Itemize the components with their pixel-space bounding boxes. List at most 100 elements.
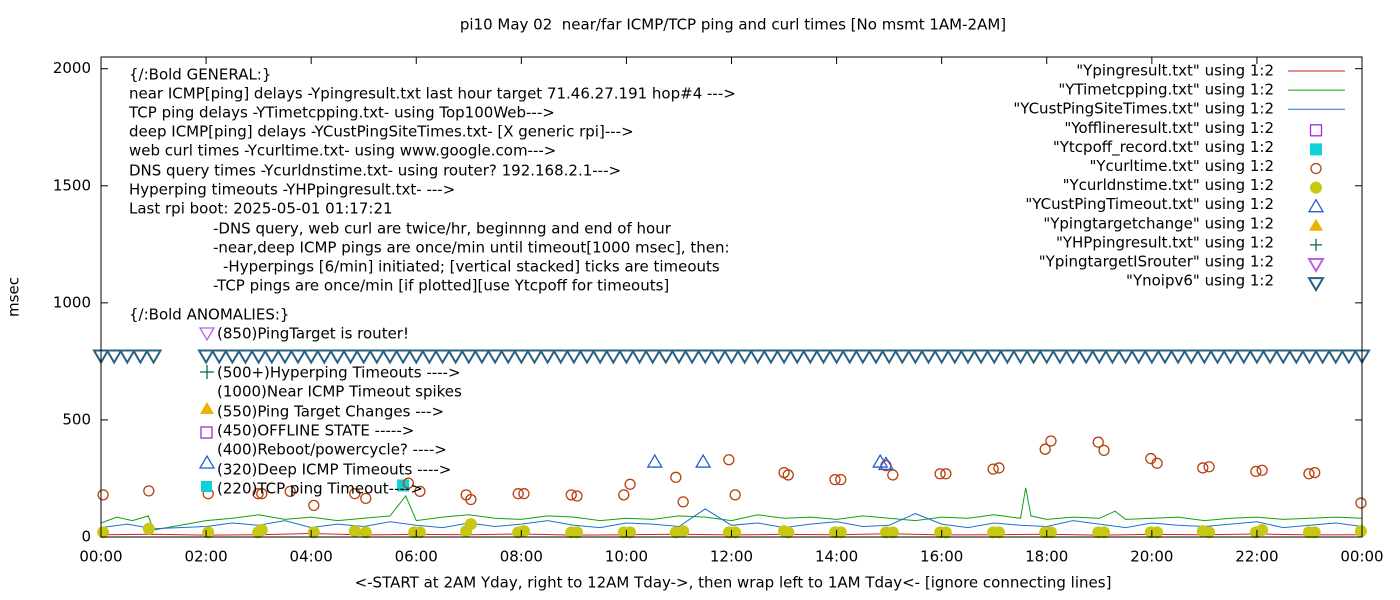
- annotations: {/:Bold GENERAL:} near ICMP[ping] delays…: [128, 66, 736, 498]
- marker: [1354, 525, 1367, 538]
- legend-label: "YTimetcpping.txt" using 1:2: [1058, 81, 1274, 99]
- marker: [835, 473, 847, 486]
- marker: [518, 488, 530, 500]
- legend-label: "Ypingresult.txt" using 1:2: [1076, 62, 1274, 80]
- legend-label: "Ypingtargetchange" using 1:2: [1043, 214, 1274, 232]
- marker: [143, 485, 155, 497]
- marker: [782, 526, 795, 539]
- marker: [252, 488, 264, 500]
- x-axis-label: <-START at 2AM Yday, right to 12AM Tday-…: [355, 574, 1112, 592]
- marker: [446, 349, 465, 365]
- marker: [1090, 349, 1109, 365]
- marker: [1261, 349, 1279, 365]
- marker: [97, 526, 110, 539]
- marker: [1250, 465, 1262, 478]
- marker: [1307, 258, 1325, 273]
- annotation: deep ICMP[ping] delays -YCustPingSiteTim…: [129, 123, 634, 141]
- marker: [1208, 349, 1227, 365]
- marker: [354, 349, 373, 365]
- marker: [867, 349, 885, 365]
- marker: [197, 349, 215, 365]
- marker: [348, 525, 361, 538]
- marker: [775, 349, 793, 365]
- y-tick-label: 1000: [53, 293, 91, 311]
- marker: [565, 489, 577, 501]
- marker: [1044, 526, 1057, 539]
- marker: [722, 349, 741, 365]
- y-axis-label: msec: [5, 277, 23, 317]
- plot-area: [92, 349, 1371, 539]
- annotation: (1000)Near ICMP Timeout spikes: [217, 383, 462, 401]
- marker: [433, 349, 452, 365]
- annotation: web curl times -Ycurltime.txt- using www…: [129, 142, 556, 160]
- annotation-symbol: [198, 327, 216, 342]
- marker: [1156, 349, 1174, 365]
- marker: [604, 349, 623, 365]
- marker: [1038, 349, 1056, 365]
- marker: [465, 493, 477, 506]
- marker: [131, 349, 150, 365]
- x-tick-label: 00:00: [79, 548, 122, 566]
- marker: [1203, 526, 1216, 539]
- marker: [829, 473, 841, 486]
- marker: [1310, 162, 1322, 175]
- annotation-symbol: [200, 365, 214, 379]
- annotation: Hyperping timeouts -YHPpingresult.txt- -…: [129, 181, 455, 199]
- legend-label: "Ynoipv6" using 1:2: [1126, 272, 1274, 290]
- marker: [987, 463, 999, 475]
- marker: [359, 526, 372, 539]
- marker: [1169, 349, 1187, 365]
- marker: [1103, 349, 1122, 365]
- marker: [349, 488, 361, 500]
- marker: [670, 349, 688, 365]
- marker: [413, 526, 426, 539]
- marker: [854, 349, 872, 365]
- marker: [683, 349, 701, 365]
- marker: [1274, 349, 1292, 365]
- series-line: [100, 487, 1363, 531]
- marker: [571, 526, 584, 539]
- marker: [525, 349, 544, 365]
- annotation: Last rpi boot: 2025-05-01 01:17:21: [129, 200, 393, 218]
- marker: [144, 349, 163, 365]
- x-tick-label: 08:00: [500, 548, 543, 566]
- marker: [1340, 349, 1358, 365]
- marker: [512, 349, 531, 365]
- annotation: -TCP pings are once/min [if plotted][use…: [213, 277, 669, 295]
- marker: [729, 526, 742, 539]
- marker: [617, 349, 636, 365]
- marker: [939, 526, 952, 539]
- marker: [1151, 526, 1164, 539]
- x-tick-label: 20:00: [1130, 548, 1173, 566]
- marker: [893, 349, 912, 365]
- marker: [985, 349, 1003, 365]
- marker: [972, 349, 990, 365]
- marker: [694, 453, 712, 468]
- marker: [551, 349, 570, 365]
- marker: [1151, 457, 1163, 469]
- annotation: (500+)Hyperping Timeouts ---->: [217, 364, 461, 382]
- marker: [1203, 461, 1215, 473]
- y-tick-label: 2000: [53, 59, 91, 77]
- annotation: (220)TCP ping Timeout---->: [217, 480, 423, 498]
- marker: [782, 469, 794, 481]
- marker: [940, 468, 952, 480]
- x-tick-label: 14:00: [815, 548, 858, 566]
- marker: [834, 526, 847, 539]
- x-tick-label: 04:00: [290, 548, 333, 566]
- marker: [762, 349, 780, 365]
- marker: [670, 471, 682, 483]
- series-line: [100, 508, 1363, 530]
- marker: [571, 490, 583, 502]
- marker: [499, 349, 517, 365]
- x-tick-label: 02:00: [184, 548, 227, 566]
- marker: [657, 349, 675, 365]
- marker: [142, 522, 155, 535]
- marker: [308, 499, 320, 512]
- marker: [402, 477, 415, 489]
- marker: [202, 526, 215, 539]
- x-tick-label: 16:00: [920, 548, 963, 566]
- marker: [289, 349, 307, 365]
- marker: [1143, 349, 1161, 365]
- marker: [276, 349, 294, 365]
